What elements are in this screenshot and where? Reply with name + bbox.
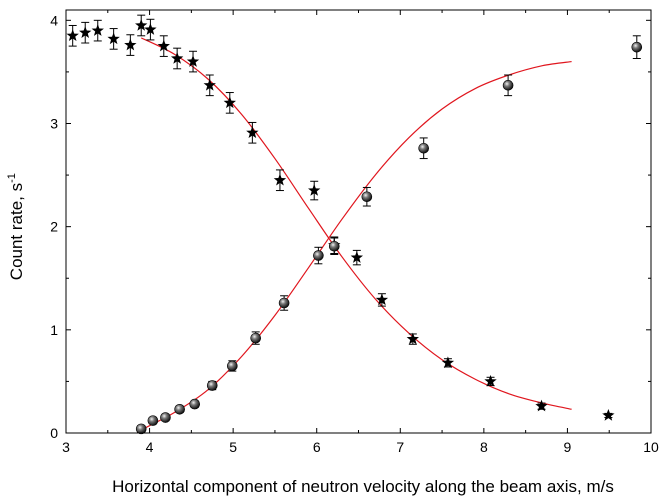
sphere-marker — [160, 412, 171, 423]
y-tick-label: 1 — [50, 322, 58, 338]
star-marker — [135, 18, 148, 31]
fit-curve — [140, 37, 572, 410]
star-marker — [223, 96, 236, 109]
sphere-marker — [361, 191, 373, 203]
star-marker — [144, 23, 157, 35]
tick-labels: 3 4 5 6 7 8 9 10 0 1 2 3 4 — [50, 12, 659, 455]
sphere-marker — [328, 240, 340, 252]
star-marker — [484, 374, 497, 387]
fit-curves — [136, 37, 572, 433]
sphere-marker — [189, 398, 200, 410]
sphere-marker — [227, 360, 238, 372]
sphere-marker — [313, 250, 324, 261]
x-tick-label: 9 — [564, 439, 572, 455]
y-tick-label: 3 — [50, 115, 58, 131]
star-marker — [441, 356, 455, 369]
y-axis-label: Count rate, s-1 — [6, 173, 26, 280]
star-marker — [602, 408, 615, 421]
y-tick-label: 4 — [50, 12, 58, 28]
plot-frame — [65, 9, 652, 434]
star-marker — [273, 173, 287, 186]
x-axis-label: Horizontal component of neutron velocity… — [112, 477, 614, 496]
sphere-marker — [174, 403, 185, 415]
y-axis-label-superscript: -1 — [6, 173, 18, 183]
star-marker — [535, 399, 548, 412]
star-marker — [375, 293, 389, 306]
sphere-marker — [147, 415, 159, 426]
x-tick-label: 6 — [313, 439, 321, 455]
star-marker — [66, 29, 79, 42]
x-tick-label: 3 — [62, 439, 70, 455]
fit-curve — [136, 60, 572, 433]
x-tick-label: 7 — [396, 439, 404, 455]
y-tick-label: 2 — [50, 219, 58, 235]
x-tick-label: 4 — [146, 439, 154, 455]
y-axis-label-main: Count rate, s — [7, 183, 26, 280]
sphere-marker — [278, 297, 290, 309]
star-marker — [79, 26, 92, 38]
axis-ticks — [65, 10, 652, 434]
error-bars — [68, 14, 641, 433]
sphere-marker — [250, 332, 262, 344]
star-marker — [186, 55, 200, 67]
sphere-marker — [418, 142, 429, 154]
sphere-marker — [135, 423, 147, 435]
data-markers — [66, 18, 643, 435]
sphere-marker — [502, 80, 514, 91]
star-marker — [170, 51, 184, 64]
x-tick-label: 8 — [480, 439, 488, 455]
sphere-marker — [631, 41, 643, 53]
x-tick-label: 5 — [229, 439, 237, 455]
star-marker — [406, 332, 419, 345]
y-tick-label: 0 — [50, 425, 58, 441]
star-marker — [107, 32, 120, 45]
sphere-marker — [206, 380, 218, 391]
star-marker — [350, 251, 364, 263]
star-marker — [203, 78, 216, 91]
star-marker — [91, 24, 104, 36]
star-marker — [157, 39, 170, 52]
x-tick-label: 10 — [643, 439, 659, 455]
star-marker — [308, 184, 321, 196]
star-marker — [246, 126, 259, 139]
star-marker — [124, 38, 137, 51]
